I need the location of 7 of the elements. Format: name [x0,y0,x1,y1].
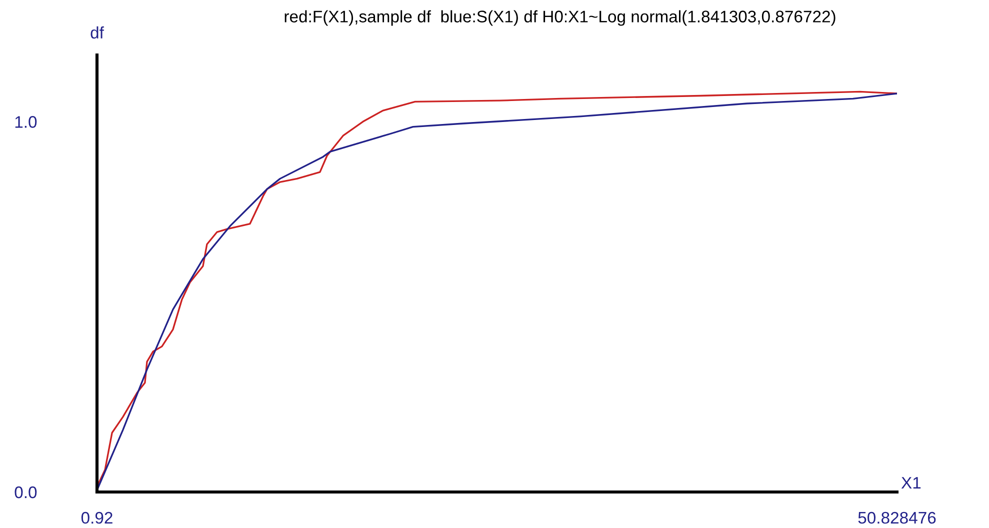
y-axis-title: df [90,26,104,39]
x-tick-label: 50.828476 [858,512,936,524]
x-tick-label: 0.92 [81,512,112,524]
chart-title: red:F(X1),sample df blue:S(X1) df H0:X1~Log normal(1.841303,0.876722) [284,10,836,26]
y-tick-label: 1.0 [15,116,37,128]
x-axis-title: X1 [901,477,921,489]
y-tick-label: 0.0 [14,486,37,498]
